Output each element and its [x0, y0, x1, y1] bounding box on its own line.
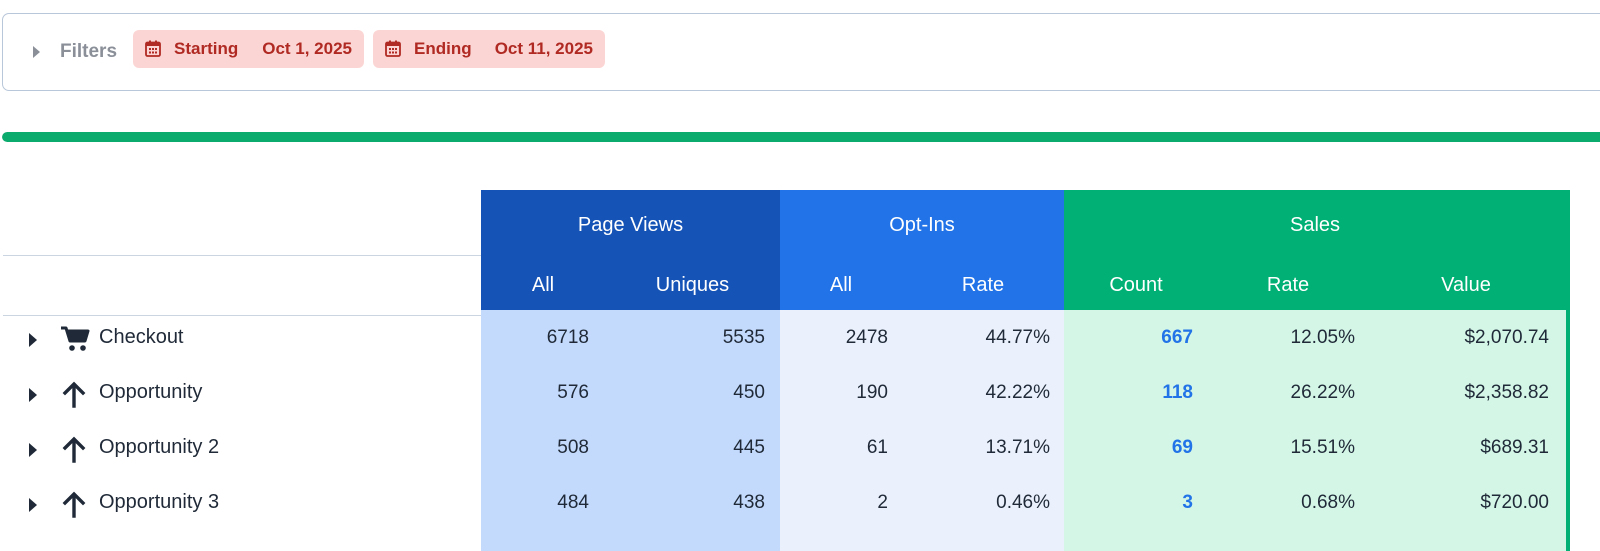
pv-all-cell: 6718 — [546, 327, 589, 348]
ending-date-value: Oct 11, 2025 — [494, 39, 593, 58]
header-divider — [3, 315, 481, 316]
filters-toggle[interactable]: Filters — [33, 40, 123, 64]
page-views-column-bg — [481, 310, 780, 551]
column-header-sales-count[interactable]: Count — [1109, 274, 1163, 296]
sales-count-link[interactable]: 667 — [1161, 327, 1193, 348]
filters-bar: Filters Starting Oct 1, 2025 Ending Oct … — [2, 13, 1600, 91]
pv-uniques-cell: 450 — [733, 382, 765, 403]
sales-edge — [1566, 190, 1570, 551]
column-header-pv-uniques[interactable]: Uniques — [655, 274, 730, 296]
table-row: Checkout 6718 5535 2478 44.77% 667 12.05% $2,07… — [0, 317, 1600, 372]
expand-caret-icon[interactable] — [29, 498, 39, 514]
oi-rate-cell: 13.71% — [985, 437, 1050, 458]
sales-count-link[interactable]: 3 — [1182, 492, 1193, 513]
row-name[interactable]: Opportunity 2 — [99, 436, 220, 458]
opt-ins-column-bg — [780, 310, 1064, 551]
sales-count-link[interactable]: 118 — [1162, 382, 1193, 403]
ending-date-chip[interactable]: Ending Oct 11, 2025 — [373, 30, 605, 68]
oi-rate-cell: 42.22% — [985, 382, 1050, 403]
expand-caret-icon[interactable] — [29, 333, 39, 349]
sales-rate-cell: 26.22% — [1290, 382, 1355, 403]
progress-bar — [2, 132, 1600, 142]
row-name[interactable]: Opportunity 3 — [99, 491, 220, 513]
pv-uniques-cell: 438 — [733, 492, 765, 513]
sales-value-cell: $689.31 — [1480, 437, 1549, 458]
caret-right-icon — [33, 46, 40, 58]
sales-value-cell: $2,070.74 — [1464, 327, 1549, 348]
column-header-pv-all[interactable]: All — [531, 274, 555, 296]
pv-all-cell: 484 — [557, 492, 589, 513]
sales-column-bg — [1064, 310, 1566, 551]
calendar-icon — [145, 40, 161, 57]
progress-bar-fill — [2, 132, 1600, 142]
expand-caret-icon[interactable] — [29, 388, 39, 404]
calendar-icon — [385, 40, 401, 57]
oi-all-cell: 2478 — [845, 327, 888, 348]
table-row: Opportunity 576 450 190 42.22% 118 26.22% $2,35… — [0, 372, 1600, 427]
ending-label: Ending — [414, 39, 472, 58]
page-views-title: Page Views — [577, 214, 684, 236]
sales-rate-cell: 15.51% — [1290, 437, 1355, 458]
starting-label: Starting — [174, 39, 239, 58]
oi-all-cell: 2 — [877, 492, 888, 513]
pv-uniques-cell: 445 — [733, 437, 765, 458]
column-header-sales-value[interactable]: Value — [1441, 274, 1491, 296]
sales-count-link[interactable]: 69 — [1171, 437, 1193, 458]
expand-caret-icon[interactable] — [29, 443, 39, 459]
column-header-sales-rate[interactable]: Rate — [1266, 274, 1310, 296]
pv-all-cell: 576 — [557, 382, 589, 403]
column-header-oi-all[interactable]: All — [829, 274, 853, 296]
sales-value-cell: $2,358.82 — [1464, 382, 1549, 403]
sales-rate-cell: 0.68% — [1301, 492, 1355, 513]
oi-all-cell: 190 — [856, 382, 888, 403]
sales-rate-cell: 12.05% — [1290, 327, 1355, 348]
sales-title: Sales — [1289, 214, 1341, 236]
oi-rate-cell: 0.46% — [996, 492, 1050, 513]
oi-all-cell: 61 — [866, 437, 888, 458]
page-views-group-header: Page Views All Uniques — [481, 190, 780, 310]
table-row: Opportunity 2 508 445 61 13.71% 69 15.51% $689.… — [0, 427, 1600, 482]
pv-all-cell: 508 — [557, 437, 589, 458]
oi-rate-cell: 44.77% — [985, 327, 1050, 348]
arrow-up-icon — [60, 380, 90, 408]
starting-date-chip[interactable]: Starting Oct 1, 2025 — [133, 30, 364, 68]
opt-ins-title: Opt-Ins — [889, 214, 955, 236]
opt-ins-group-header: Opt-Ins All Rate — [780, 190, 1064, 310]
row-name[interactable]: Checkout — [99, 326, 184, 348]
starting-date-value: Oct 1, 2025 — [262, 39, 352, 58]
arrow-up-icon — [60, 490, 90, 518]
arrow-up-icon — [60, 435, 90, 463]
row-name[interactable]: Opportunity — [99, 381, 203, 403]
pv-uniques-cell: 5535 — [722, 327, 765, 348]
table-row: Opportunity 3 484 438 2 0.46% 3 0.68% $720.00 — [0, 482, 1600, 537]
column-header-oi-rate[interactable]: Rate — [961, 274, 1005, 296]
sales-value-cell: $720.00 — [1480, 492, 1549, 513]
cart-icon — [60, 325, 90, 353]
header-divider — [3, 255, 481, 256]
sales-group-header: Sales Count Rate Value — [1064, 190, 1566, 310]
filters-label: Filters — [60, 41, 118, 62]
